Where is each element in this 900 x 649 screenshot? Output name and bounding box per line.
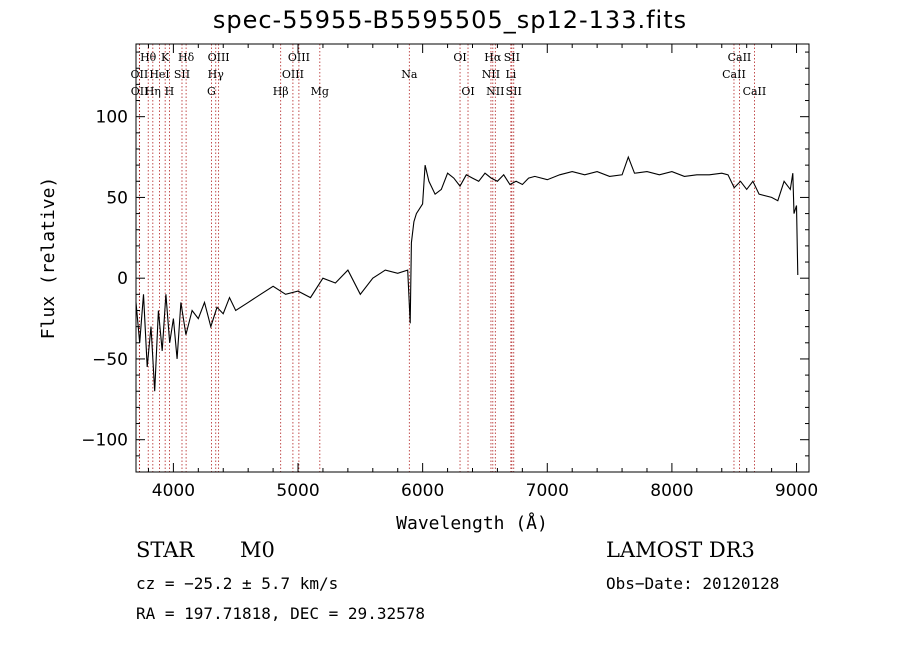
line-marker-label: Hθ [140, 51, 157, 64]
x-tick-label: 7000 [526, 481, 569, 501]
line-marker-label: OI [461, 85, 474, 98]
x-tick-label: 8000 [650, 481, 693, 501]
line-marker-label: H [165, 85, 175, 98]
line-marker-label: CaII [728, 51, 752, 64]
x-tick-label: 6000 [401, 481, 444, 501]
chart-title: spec-55955-B5595505_sp12-133.fits [212, 6, 688, 34]
y-tick-label: 100 [96, 108, 128, 128]
y-axis-label: Flux (relative) [38, 177, 59, 340]
spectrum-line [135, 155, 799, 392]
object-subclass: M0 [240, 538, 275, 562]
line-marker-label: CaII [722, 68, 746, 81]
line-marker-label: CaII [743, 85, 767, 98]
coordinates: RA = 197.71818, DEC = 29.32578 [136, 604, 425, 623]
line-marker-label: OII [131, 68, 149, 81]
line-marker-label: G [207, 85, 216, 98]
emission-line-labels: Hθ OII OII K HeI Hη SII H Hδ OIII Hγ G OIII OIII Hβ Mg N… [131, 51, 767, 98]
object-class: STAR [136, 538, 195, 562]
y-tick-label: −50 [92, 350, 128, 370]
line-marker-label: Hη [145, 85, 161, 98]
plot-frame [135, 43, 810, 473]
line-marker-label: Hγ [208, 68, 225, 81]
x-axis: 4000 5000 6000 7000 8000 9000 [147, 44, 818, 501]
line-marker-label: K [161, 51, 170, 64]
line-marker-label: SII [174, 68, 190, 81]
observation-date: Obs−Date: 20120128 [606, 574, 780, 593]
y-tick-label: −100 [81, 431, 128, 451]
x-axis-label: Wavelength (Å) [396, 512, 548, 534]
line-marker-label: OIII [288, 51, 310, 64]
line-marker-label: OIII [208, 51, 230, 64]
line-marker-label: OII [131, 85, 149, 98]
line-marker-label: Na [401, 68, 418, 81]
line-marker-label: OI [453, 51, 466, 64]
y-tick-label: 0 [117, 269, 128, 289]
emission-line-markers [138, 44, 755, 472]
line-marker-label: HeI [149, 68, 169, 81]
y-tick-label: 50 [106, 188, 128, 208]
line-marker-label: Li [505, 68, 516, 81]
x-tick-label: 4000 [152, 481, 195, 501]
y-axis: −100 −50 0 50 100 [81, 51, 809, 457]
redshift-info: cz = −25.2 ± 5.7 km/s [136, 574, 339, 593]
line-marker-label: Hα [484, 51, 502, 64]
line-marker-label: NII [486, 85, 504, 98]
line-marker-label: SII [506, 85, 522, 98]
line-marker-label: Mg [311, 85, 329, 98]
line-marker-label: SII [504, 51, 520, 64]
line-marker-label: NII [482, 68, 500, 81]
survey-name: LAMOST DR3 [606, 538, 755, 562]
line-marker-label: Hβ [273, 85, 289, 98]
x-tick-label: 5000 [276, 481, 319, 501]
x-tick-label: 9000 [775, 481, 818, 501]
line-marker-label: Hδ [178, 51, 195, 64]
line-marker-label: OIII [282, 68, 304, 81]
